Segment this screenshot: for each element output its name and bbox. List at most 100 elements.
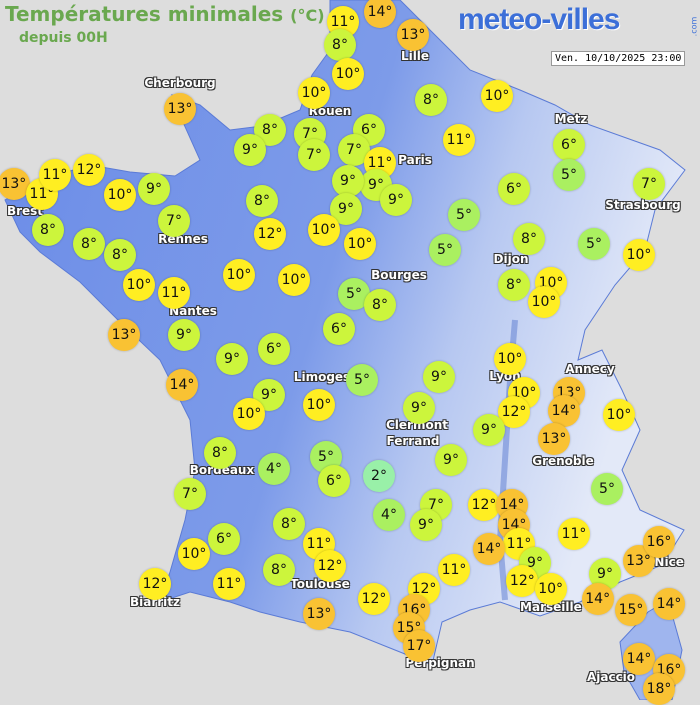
temperature-marker[interactable]: 12°	[468, 489, 500, 521]
temperature-marker[interactable]: 10°	[303, 389, 335, 421]
temperature-marker[interactable]: 10°	[344, 228, 376, 260]
temperature-marker[interactable]: 13°	[538, 423, 570, 455]
temperature-marker[interactable]: 5°	[553, 159, 585, 191]
temperature-marker[interactable]: 8°	[513, 223, 545, 255]
temperature-value: 6°	[506, 181, 522, 197]
temperature-marker[interactable]: 7°	[174, 478, 206, 510]
temperature-marker[interactable]: 10°	[278, 264, 310, 296]
temperature-marker[interactable]: 12°	[358, 583, 390, 615]
temperature-marker[interactable]: 8°	[263, 554, 295, 586]
temperature-marker[interactable]: 6°	[208, 523, 240, 555]
temperature-value: 10°	[606, 407, 632, 423]
temperature-marker[interactable]: 8°	[415, 84, 447, 116]
temperature-marker[interactable]: 9°	[216, 343, 248, 375]
temperature-marker[interactable]: 14°	[166, 369, 198, 401]
city-label: Strasbourg	[605, 198, 681, 212]
temperature-marker[interactable]: 11°	[158, 277, 190, 310]
temperature-marker[interactable]: 10°	[178, 538, 210, 570]
temperature-marker[interactable]: 12°	[314, 550, 346, 583]
temperature-marker[interactable]: 14°	[548, 395, 580, 428]
temperature-value: 10°	[181, 546, 207, 562]
temperature-value: 14°	[367, 4, 393, 20]
temperature-marker[interactable]: 9°	[168, 319, 200, 351]
temperature-marker[interactable]: 9°	[234, 134, 266, 166]
temperature-marker[interactable]: 11°	[213, 568, 245, 600]
temperature-marker[interactable]: 9°	[138, 173, 170, 205]
temperature-marker[interactable]: 9°	[473, 414, 505, 446]
temperature-marker[interactable]: 10°	[528, 285, 560, 318]
meteo-villes-logo[interactable]: meteo-villes	[458, 3, 620, 36]
temperature-marker[interactable]: 5°	[591, 473, 623, 505]
temperature-marker[interactable]: 13°	[0, 168, 30, 200]
temperature-marker[interactable]: 11°	[327, 6, 359, 38]
temperature-marker[interactable]: 6°	[258, 333, 290, 365]
temperature-marker[interactable]: 11°	[438, 554, 470, 586]
temperature-marker[interactable]: 10°	[534, 573, 567, 605]
temperature-marker[interactable]: 10°	[233, 398, 265, 430]
temperature-marker[interactable]: 10°	[332, 58, 364, 90]
temperature-marker[interactable]: 12°	[506, 565, 539, 598]
temperature-marker[interactable]: 14°	[653, 588, 685, 620]
temperature-marker[interactable]: 10°	[623, 239, 655, 271]
temperature-marker[interactable]: 16°	[643, 526, 675, 559]
temperature-marker[interactable]: 10°	[308, 214, 340, 246]
temperature-marker[interactable]: 5°	[346, 364, 378, 396]
temperature-marker[interactable]: 11°	[558, 518, 590, 550]
temperature-marker[interactable]: 10°	[104, 179, 136, 211]
temperature-marker[interactable]: 13°	[303, 598, 335, 630]
temperature-marker[interactable]: 9°	[403, 391, 435, 424]
map-subtitle: depuis 00H	[19, 30, 108, 46]
temperature-marker[interactable]: 11°	[39, 159, 71, 192]
temperature-marker[interactable]: 8°	[246, 185, 278, 217]
temperature-marker[interactable]: 5°	[448, 199, 480, 231]
temperature-marker[interactable]: 8°	[104, 239, 136, 271]
temperature-marker[interactable]: 13°	[164, 93, 196, 125]
temperature-marker[interactable]: 9°	[423, 361, 455, 393]
temperature-marker[interactable]: 2°	[363, 460, 395, 492]
temperature-marker[interactable]: 8°	[364, 289, 396, 321]
temperature-marker[interactable]: 9°	[332, 165, 364, 197]
temperature-marker[interactable]: 6°	[323, 313, 355, 345]
temperature-marker[interactable]: 7°	[633, 168, 665, 200]
temperature-marker[interactable]: 6°	[318, 465, 350, 497]
temperature-marker[interactable]: 9°	[435, 444, 467, 476]
temperature-marker[interactable]: 12°	[73, 154, 105, 186]
temperature-marker[interactable]: 8°	[498, 269, 530, 301]
temperature-marker[interactable]: 12°	[139, 568, 171, 600]
temperature-marker[interactable]: 10°	[298, 77, 330, 110]
temperature-marker[interactable]: 5°	[429, 234, 461, 266]
temperature-marker[interactable]: 9°	[380, 184, 412, 216]
temperature-marker[interactable]: 10°	[223, 259, 255, 291]
temperature-marker[interactable]: 12°	[254, 218, 286, 250]
temperature-value: 13°	[1, 176, 27, 192]
temperature-marker[interactable]: 6°	[553, 129, 585, 161]
temperature-marker[interactable]: 5°	[578, 228, 610, 260]
temperature-marker[interactable]: 8°	[32, 214, 64, 246]
temperature-marker[interactable]: 14°	[623, 643, 655, 675]
temperature-marker[interactable]: 17°	[403, 630, 435, 663]
temperature-marker[interactable]: 14°	[473, 533, 505, 565]
temperature-marker[interactable]: 7°	[158, 205, 190, 238]
temperature-marker[interactable]: 10°	[123, 269, 155, 301]
temperature-marker[interactable]: 8°	[73, 228, 105, 260]
temperature-value: 8°	[521, 231, 537, 247]
temperature-marker[interactable]: 7°	[298, 139, 330, 171]
temperature-marker[interactable]: 13°	[397, 19, 429, 51]
temperature-marker[interactable]: 6°	[498, 173, 530, 205]
temperature-marker[interactable]: 10°	[494, 342, 526, 375]
temperature-marker[interactable]: 11°	[443, 124, 475, 156]
temperature-marker[interactable]: 14°	[364, 0, 396, 28]
temperature-marker[interactable]: 4°	[258, 453, 290, 485]
temperature-marker[interactable]: 15°	[615, 594, 647, 626]
temperature-marker[interactable]: 8°	[324, 29, 356, 61]
temperature-marker[interactable]: 18°	[643, 673, 675, 705]
timestamp: Ven. 10/10/2025 23:00	[551, 51, 686, 66]
temperature-marker[interactable]: 10°	[603, 399, 635, 431]
temperature-marker[interactable]: 4°	[373, 499, 405, 531]
temperature-marker[interactable]: 13°	[108, 319, 140, 351]
temperature-marker[interactable]: 9°	[410, 509, 442, 541]
temperature-marker[interactable]: 14°	[581, 583, 614, 615]
temperature-marker[interactable]: 10°	[481, 80, 513, 112]
temperature-marker[interactable]: 8°	[273, 508, 305, 540]
temperature-marker[interactable]: 8°	[204, 437, 236, 469]
